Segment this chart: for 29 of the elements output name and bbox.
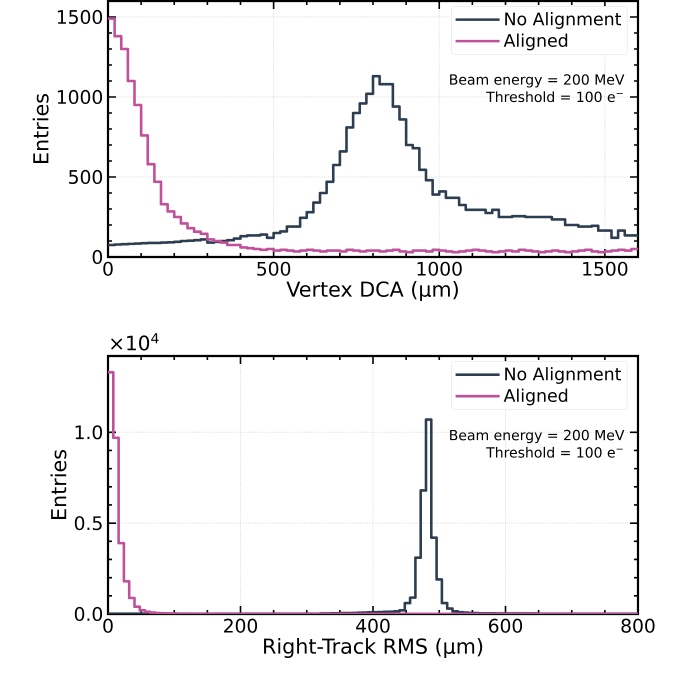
annotation: Threshold = 100 e$^{−}$ xyxy=(486,446,623,458)
text: ×10$^{4}$ xyxy=(111,333,159,351)
y-tick-label: 0 xyxy=(92,250,102,264)
y-tick-label: 1000 xyxy=(58,90,102,104)
x-tick-label: 500 xyxy=(257,262,290,276)
y-axis-title: Entries xyxy=(32,94,49,163)
annotation: Beam energy = 200 MeV xyxy=(450,430,624,444)
x-tick-label: 400 xyxy=(356,618,390,633)
annotation: Threshold = 100 e$^{−}$ xyxy=(486,91,623,102)
x-tick-label: 800 xyxy=(621,618,655,633)
y-tick-label: 0.0 xyxy=(74,606,102,622)
y-tick-label: 1500 xyxy=(58,10,102,24)
x-tick-label: 0 xyxy=(103,262,113,276)
x-tick-label: 0 xyxy=(103,618,113,633)
x-tick-label: 1500 xyxy=(583,262,628,276)
y-axis-title: Entries xyxy=(50,450,66,519)
y-tick-label: 500 xyxy=(69,170,102,184)
y-tick-label: 1.0 xyxy=(76,425,102,440)
x-tick-label: 1000 xyxy=(418,262,462,276)
annotation: Beam energy = 200 MeV xyxy=(450,74,624,88)
y-tick-label: 0.5 xyxy=(74,516,102,530)
legend-label: No Alignment xyxy=(505,12,622,29)
x-tick-label: 200 xyxy=(224,618,258,633)
legend-label: Aligned xyxy=(504,34,568,50)
x-axis-title: Vertex DCA (μm) xyxy=(286,280,458,301)
x-axis-title: Right-Track RMS (μm) xyxy=(264,638,482,658)
legend-label: No Alignment xyxy=(505,367,622,384)
legend-label: Aligned xyxy=(504,388,568,406)
x-tick-label: 600 xyxy=(488,618,522,633)
